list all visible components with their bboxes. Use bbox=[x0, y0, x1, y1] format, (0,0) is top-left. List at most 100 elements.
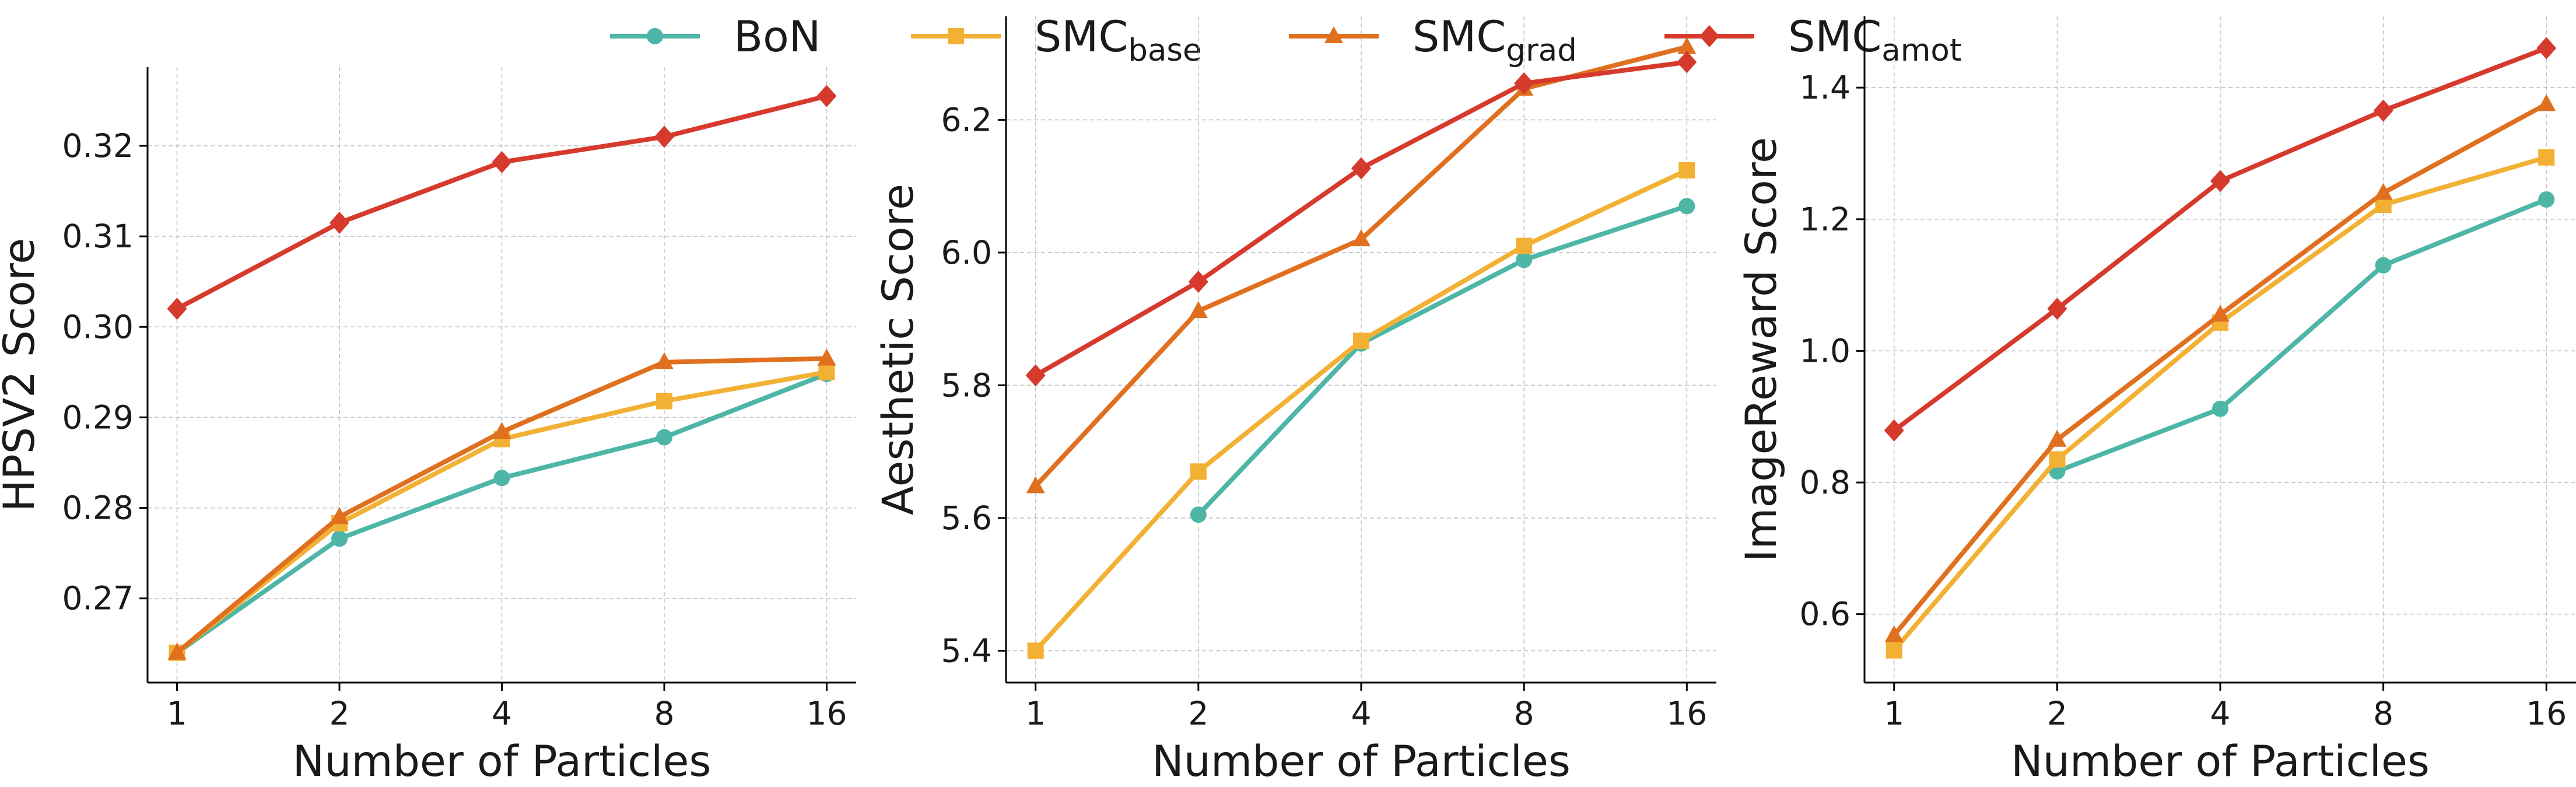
x-tick-label: 2 bbox=[330, 695, 350, 732]
y-tick-label: 5.6 bbox=[941, 499, 992, 537]
data-point bbox=[1026, 476, 1045, 494]
chart-panel-1: 1 2 4 8 16 0.27 0.28 0.29 0.30 0.31 0.32 Number of … bbox=[0, 67, 856, 786]
x-tick-label: 8 bbox=[2373, 695, 2393, 732]
series-line bbox=[2055, 197, 2549, 474]
data-point bbox=[1678, 162, 1695, 179]
data-point bbox=[2375, 257, 2392, 274]
y-tick-label: 0.30 bbox=[62, 308, 134, 345]
data-point bbox=[1190, 506, 1207, 523]
legend-marker-triangle-icon bbox=[1324, 26, 1343, 43]
data-point bbox=[492, 422, 511, 439]
legend-label: SMCgrad bbox=[1413, 12, 1577, 68]
y-tick-label: 0.31 bbox=[62, 218, 134, 255]
chart-panel-2: 1 2 4 8 16 5.4 5.6 5.8 6.0 6.2 Number of Particles… bbox=[874, 16, 1716, 786]
data-point bbox=[1677, 51, 1697, 74]
x-axis-label: Number of Particles bbox=[2011, 737, 2430, 786]
legend-label: SMCamot bbox=[1788, 12, 1962, 68]
data-point bbox=[656, 393, 672, 410]
data-point bbox=[818, 363, 835, 380]
legend-entry-smc-amot: SMCamot bbox=[1664, 12, 1962, 68]
data-point bbox=[1516, 251, 1533, 268]
data-point bbox=[654, 352, 674, 369]
series-line bbox=[174, 371, 829, 655]
data-point bbox=[654, 125, 674, 148]
x-tick-label: 16 bbox=[1666, 695, 1707, 732]
series-bon bbox=[2049, 191, 2555, 480]
legend-label: BoN bbox=[734, 12, 821, 62]
x-tick-label: 1 bbox=[1025, 695, 1046, 732]
x-tick-label: 16 bbox=[2526, 695, 2567, 732]
series-bon bbox=[1190, 198, 1695, 523]
data-point bbox=[2210, 170, 2230, 193]
x-tick-label: 4 bbox=[492, 695, 512, 732]
series-smc-grad bbox=[1884, 94, 2556, 642]
data-point bbox=[1190, 463, 1207, 480]
legend-entry-bon: BoN bbox=[610, 12, 821, 62]
data-point bbox=[1884, 625, 1904, 642]
x-axis-label: Number of Particles bbox=[1152, 737, 1571, 786]
chart-panels: 1 2 4 8 16 0.27 0.28 0.29 0.30 0.31 0.32 Number of … bbox=[0, 16, 2576, 786]
data-point bbox=[2374, 183, 2393, 200]
data-point bbox=[656, 429, 672, 446]
legend-label-base: BoN bbox=[734, 12, 821, 62]
legend-label-subscript: amot bbox=[1881, 33, 1961, 68]
data-point bbox=[331, 530, 348, 547]
y-tick-label: 0.28 bbox=[62, 489, 134, 527]
y-tick-label: 0.29 bbox=[62, 398, 134, 436]
data-point bbox=[2373, 99, 2393, 122]
legend: BoN SMCbase SMCgrad SMCamot bbox=[610, 12, 1962, 68]
data-point bbox=[167, 642, 187, 660]
legend-label-base: SMC bbox=[1413, 12, 1506, 62]
y-axis-label: Aesthetic Score bbox=[874, 184, 923, 515]
data-point bbox=[816, 85, 837, 107]
y-tick-label: 0.32 bbox=[62, 127, 134, 165]
data-point bbox=[1352, 229, 1371, 247]
series-smc-amot bbox=[1884, 37, 2557, 442]
x-tick-label: 1 bbox=[167, 695, 187, 732]
legend-label-subscript: base bbox=[1128, 33, 1201, 68]
x-tick-label: 4 bbox=[2210, 695, 2231, 732]
data-point bbox=[2537, 94, 2556, 111]
x-tick-label: 4 bbox=[1351, 695, 1372, 732]
legend-label-subscript: grad bbox=[1506, 33, 1577, 68]
y-tick-label: 6.2 bbox=[941, 101, 992, 138]
data-point bbox=[1514, 72, 1534, 95]
data-point bbox=[817, 348, 836, 366]
data-point bbox=[1027, 642, 1044, 659]
series-line bbox=[1196, 204, 1690, 517]
x-tick-label: 2 bbox=[2047, 695, 2067, 732]
y-tick-label: 1.2 bbox=[1800, 201, 1850, 238]
series-smc-base bbox=[1027, 162, 1695, 659]
legend-entry-smc-base: SMCbase bbox=[911, 12, 1202, 68]
y-tick-label: 6.0 bbox=[941, 234, 992, 271]
data-point bbox=[167, 298, 187, 320]
data-point bbox=[2211, 305, 2230, 322]
data-point bbox=[330, 507, 349, 524]
series-line bbox=[1033, 44, 1690, 489]
y-tick-label: 1.4 bbox=[1800, 69, 1850, 106]
series-smc-amot bbox=[1025, 51, 1697, 387]
data-point bbox=[1189, 301, 1208, 319]
data-point bbox=[493, 470, 510, 487]
data-point bbox=[1885, 642, 1902, 659]
legend-label-base: SMC bbox=[1035, 12, 1128, 62]
chart-panel-3: 1 2 4 8 16 0.6 0.8 1.0 1.2 1.4 Number of Particles… bbox=[1737, 16, 2576, 786]
data-point bbox=[1677, 37, 1697, 54]
data-point bbox=[2048, 429, 2067, 447]
data-point bbox=[1025, 364, 1046, 387]
y-tick-label: 1.0 bbox=[1800, 332, 1850, 369]
data-point bbox=[492, 151, 512, 173]
legend-marker-diamond-icon bbox=[1699, 25, 1719, 47]
data-point bbox=[1678, 198, 1695, 215]
x-tick-label: 16 bbox=[806, 695, 847, 732]
data-point bbox=[330, 211, 350, 234]
data-point bbox=[2538, 191, 2555, 208]
y-tick-label: 5.4 bbox=[941, 632, 992, 669]
y-tick-label: 0.6 bbox=[1800, 596, 1850, 633]
data-point bbox=[1516, 237, 1533, 254]
data-point bbox=[2536, 37, 2557, 60]
legend-marker-square-icon bbox=[948, 28, 964, 44]
x-tick-label: 8 bbox=[654, 695, 674, 732]
legend-entry-smc-grad: SMCgrad bbox=[1289, 12, 1577, 68]
